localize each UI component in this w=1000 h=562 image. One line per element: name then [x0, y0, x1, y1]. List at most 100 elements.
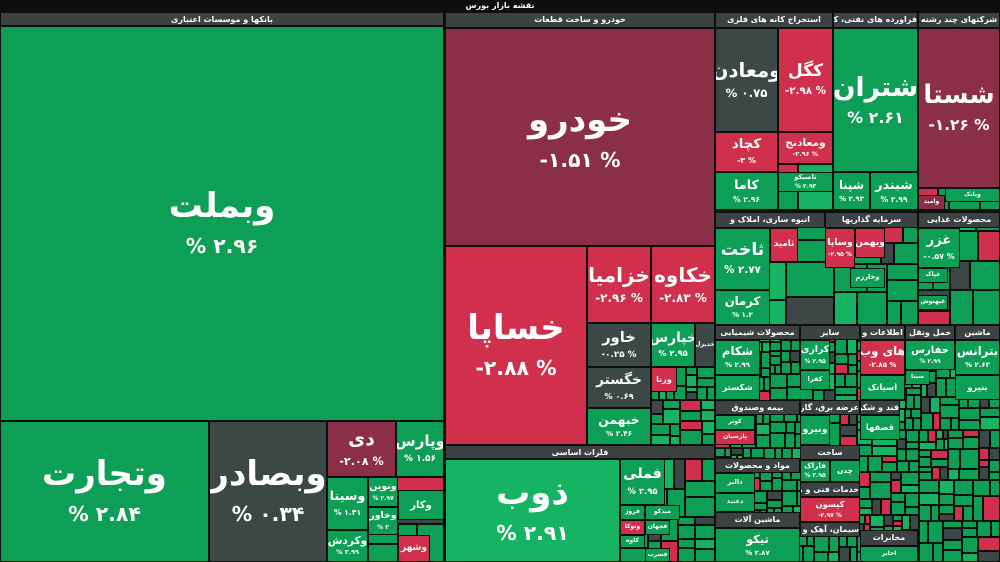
filler-cell: [901, 485, 919, 493]
sector-header: ماشین: [955, 325, 1000, 340]
stock-tile: ذوب % ۲.۹۱: [445, 459, 620, 562]
filler-cell: [702, 434, 715, 445]
filler-cell: [686, 387, 697, 392]
filler-cell: [921, 413, 933, 430]
filler-cell: [882, 456, 897, 462]
stock-change: % ۲.۹۹: [336, 548, 359, 557]
filler-cell: [702, 421, 715, 434]
stock-tile: غپاک: [918, 268, 948, 283]
stock-name: وخارزم: [855, 273, 880, 282]
stock-change: % ۱.۳۱: [333, 507, 362, 517]
filler-cell: [767, 491, 782, 500]
sector-header: بانکها و موسسات اعتباری: [0, 12, 444, 26]
stock-name: دعبید: [726, 498, 744, 506]
filler-cell: [919, 430, 928, 442]
filler-cell: [814, 552, 828, 562]
stock-name: وبانک: [964, 190, 981, 198]
stock-tile: فجهان: [645, 520, 670, 535]
filler-cell: [695, 549, 715, 562]
stock-tile: دعبید: [715, 493, 755, 512]
filler-cell: [980, 408, 1000, 417]
filler-cell: [977, 521, 991, 537]
filler-cell: [678, 525, 695, 539]
filler-cell: [943, 521, 962, 528]
filler-cell: [905, 493, 919, 507]
filler-cell: [725, 448, 731, 457]
stock-name: غپاک: [925, 271, 941, 279]
stock-tile: خگستر% ۰.۶۹: [587, 367, 651, 408]
stock-change: % ۲.۹۷: [372, 494, 394, 502]
filler-cell: [911, 409, 921, 418]
stock-name: اسیاتک: [867, 381, 898, 392]
stock-tile: پارسیان: [715, 430, 755, 445]
stock-tile: خبهمن % ۲.۴۶: [587, 408, 651, 445]
filler-cell: [980, 417, 1000, 430]
filler-cell: [678, 517, 695, 525]
stock-tile: خکاوه -۲.۸۳ %: [651, 246, 715, 323]
filler-cell: [939, 514, 954, 521]
filler-cell: [959, 408, 980, 420]
filler-cell: [770, 365, 775, 374]
filler-cell: [803, 546, 814, 562]
filler-cell: [897, 449, 906, 461]
stock-tile: وامید: [918, 195, 945, 210]
filler-cell: [910, 515, 919, 530]
sector-header: انبوه سازی، املاک و: [715, 212, 825, 228]
filler-cell: [835, 387, 857, 395]
stock-tile: شبندر % ۲.۹۹: [870, 172, 918, 210]
stock-tile: بنیرو: [955, 375, 1000, 400]
filler-cell: [868, 456, 882, 472]
stock-tile: خزامیا -۲.۹۶ %: [587, 246, 651, 323]
stock-tile: وخاور% ۳: [368, 507, 398, 535]
filler-cell: [770, 351, 781, 356]
stock-tile: دی -۲.۰۸ %: [327, 421, 396, 477]
stock-change: -۲.۰۸ %: [339, 454, 384, 468]
filler-cell: [919, 450, 931, 457]
stock-tile: تاصیکو% ۲.۹۳: [778, 172, 833, 192]
filler-cell: [950, 261, 970, 290]
filler-cell: [893, 521, 902, 526]
filler-cell: [973, 496, 983, 521]
stock-name: فاراک: [804, 461, 826, 471]
stock-tile: وتوکا: [620, 520, 645, 535]
filler-cell: [857, 292, 887, 325]
stock-name: وبملت: [168, 186, 276, 227]
filler-cell: [767, 500, 782, 508]
filler-cell: [686, 375, 697, 387]
stock-change: % ۲.۹۹: [880, 194, 908, 204]
sector-header: سیمان، آهک و گچ: [800, 522, 860, 537]
filler-cell: [848, 354, 857, 365]
filler-cell: [962, 521, 977, 528]
filler-cell: [906, 449, 919, 461]
filler-cell: [670, 424, 680, 436]
stock-change: % ۲.۹۵: [804, 357, 826, 365]
stock-tile: خساپا -۲.۸۸ %: [445, 246, 587, 445]
stock-change: -۲.۸۸ %: [475, 356, 557, 381]
filler-cell: [762, 342, 770, 352]
stock-name: وسینا: [329, 489, 366, 505]
stock-change: -۰.۵۷ %: [923, 252, 955, 262]
filler-cell: [906, 430, 919, 442]
stock-tile: خاور -۰.۲۵ %: [587, 323, 651, 367]
stock-name: کفرا: [807, 375, 823, 384]
filler-cell: [368, 544, 398, 562]
filler-cell: [893, 515, 902, 521]
filler-cell: [944, 439, 948, 450]
filler-cell: [991, 521, 1000, 537]
stock-change: -۲.۹۶ %: [595, 290, 643, 305]
filler-cell: [891, 472, 901, 480]
stock-tile: ونوین% ۲.۹۷: [368, 477, 398, 507]
stock-name: ونوین: [369, 481, 397, 493]
stock-tile: فسرب: [645, 548, 670, 562]
sector-header: محصولات غذایی: [918, 212, 1000, 228]
filler-cell: [989, 472, 1000, 480]
filler-cell: [906, 388, 921, 395]
filler-cell: [959, 469, 979, 480]
stock-name: خگستر: [596, 372, 642, 389]
filler-cell: [651, 414, 663, 424]
stock-name: وساپا: [827, 237, 853, 249]
filler-cell: [835, 339, 847, 354]
filler-cell: [978, 537, 1000, 551]
sector-header: مخابرات: [860, 530, 918, 546]
